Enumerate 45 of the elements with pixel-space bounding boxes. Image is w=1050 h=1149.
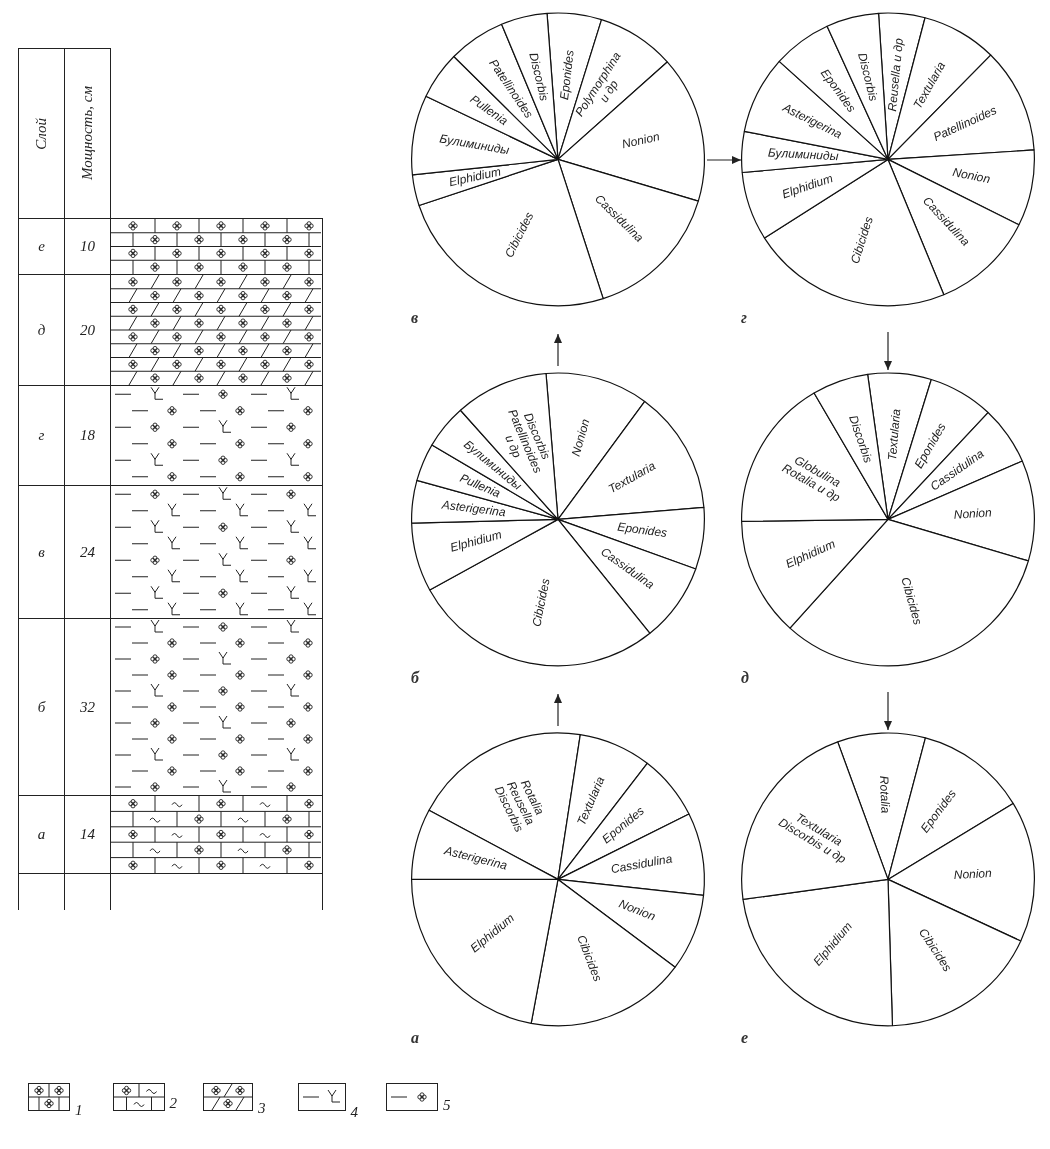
text: 5 [443,1097,451,1114]
slice-label: Eponides [616,519,668,541]
slice-label: Булиминиды [767,145,839,164]
text: д [741,668,749,686]
category-label: е [38,238,45,255]
data-label: 14 [80,826,95,843]
slice-label: Cibicides [529,577,553,628]
slice-label: Булиминиды [438,131,511,158]
text: г [741,308,747,326]
slice-label: Nonion [951,164,992,187]
data-label: 10 [80,238,95,255]
category-label: д [37,321,46,339]
data-label: 32 [80,698,95,716]
text: е [741,1028,749,1046]
category-label: а [37,826,46,843]
text: 4 [350,1104,358,1121]
text: в [411,308,419,326]
slice-label: Rotalia [876,775,893,814]
data-label: 24 [80,543,95,561]
slice-label: Textularia [885,408,904,461]
data-label: 20 [80,321,95,339]
text: б [411,668,420,686]
slice-label: Nonion [616,896,658,924]
slice-label: Reusella и др [884,37,906,112]
slice-label: Cassidulina [609,851,674,877]
text: 1 [75,1102,83,1119]
text: Мощность, см [79,86,96,181]
slice-label: Elphidium [448,527,504,555]
data-label: 18 [80,427,95,444]
category-label: г [38,427,45,444]
slice-label: Nonion [620,129,662,152]
slice-label: Nonion [953,865,993,883]
category-label: в [38,543,45,561]
slice-label: Nonion [953,505,993,522]
text: 2 [169,1095,177,1112]
text: а [411,1028,419,1046]
slice-label: Eponides [557,49,577,101]
slice-label: Elphidium [447,164,503,190]
slice-label: Discorbis [855,51,881,103]
text: 3 [258,1100,266,1117]
category-label: б [37,698,46,716]
slice-label: Cibicides [898,575,926,627]
slice-label: Nonion [568,417,593,458]
text: Слой [33,117,50,150]
slice-label: Asterigerina [440,497,507,520]
